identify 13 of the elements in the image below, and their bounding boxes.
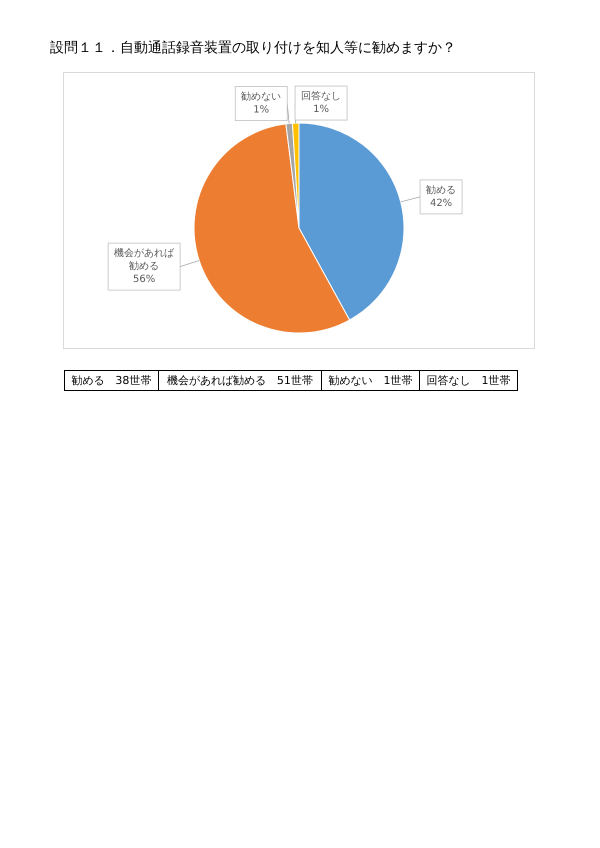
data-label: 1% xyxy=(313,104,330,116)
text: 回答なし 1世帯 xyxy=(420,370,518,390)
data-label: 42% xyxy=(430,198,452,209)
slice-label: 機会があれば勧める xyxy=(114,247,176,272)
slice-label: 回答なし xyxy=(301,90,342,102)
slice-label: 勧めない xyxy=(241,92,282,103)
text: 勧める 38世帯 xyxy=(64,370,158,390)
data-label: 56% xyxy=(133,274,156,286)
data-label: 1% xyxy=(253,104,270,116)
text: 勧めない 1世帯 xyxy=(322,370,420,390)
text: 機会があれば勧める 51世帯 xyxy=(158,370,322,390)
chart-title: 設問１１．自動通話録音装置の取り付けを知人等に勧めますか？ xyxy=(50,39,457,57)
slice-label: 勧める xyxy=(426,184,456,196)
